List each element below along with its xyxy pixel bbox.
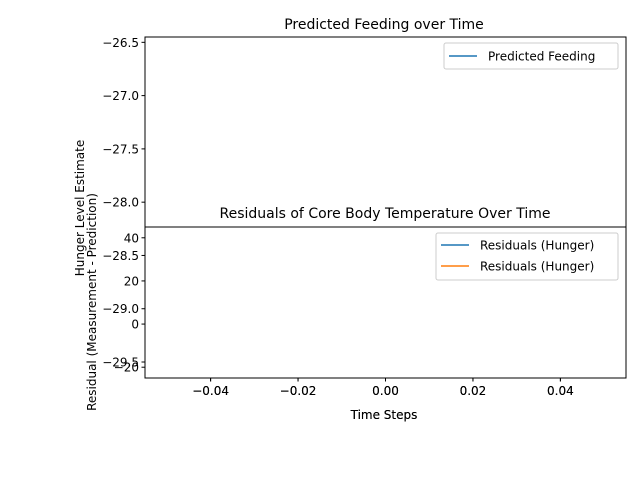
- xtick-label: 0.00: [372, 384, 399, 398]
- chart-feeding-legend: Predicted Feeding: [443, 42, 619, 70]
- chart-residuals-yticks: 40 20 0 −20: [114, 231, 145, 375]
- ytick-label: −28.5: [102, 249, 139, 263]
- ytick-label: −20: [114, 361, 139, 375]
- ytick-label: 0: [131, 318, 139, 332]
- ytick-label: −27.0: [102, 89, 139, 103]
- chart-feeding-ylabel: Hunger Level Estimate: [73, 140, 87, 276]
- ytick-label: 20: [124, 274, 139, 288]
- ytick-label: −29.0: [102, 302, 139, 316]
- ytick-label: −27.5: [102, 142, 139, 156]
- ytick-label: −26.5: [102, 36, 139, 50]
- xtick-label: −0.02: [280, 384, 317, 398]
- chart-residuals: Residuals of Core Body Temperature Over …: [85, 193, 627, 422]
- xtick-label: 0.04: [547, 384, 574, 398]
- ytick-label: −29.5: [102, 356, 139, 370]
- legend-label-residuals-1: Residuals (Hunger): [480, 239, 594, 253]
- chart-feeding: Predicted Feeding over Time −26.5−27.0−2…: [73, 17, 627, 422]
- xtick-label: −0.04: [192, 384, 229, 398]
- xtick-label: −0.02: [280, 384, 317, 398]
- chart-feeding-xlabel: Time Steps: [350, 408, 418, 422]
- chart-feeding-legend-box: [443, 42, 619, 70]
- ytick-label: −28.0: [102, 196, 139, 210]
- xtick-label: 0.02: [460, 384, 487, 398]
- chart-residuals-legend: Residuals (Hunger) Residuals (Hunger): [435, 232, 619, 281]
- chart-feeding-title: Predicted Feeding over Time: [284, 17, 484, 33]
- legend-label-residuals-2: Residuals (Hunger): [480, 260, 594, 274]
- chart-residuals-ylabel: Residual (Measurement - Prediction): [85, 193, 99, 411]
- legend-label-predicted-feeding: Predicted Feeding: [488, 50, 595, 64]
- xtick-label: −0.04: [192, 384, 229, 398]
- chart-residuals-legend-box: [435, 232, 619, 281]
- chart-residuals-title: Residuals of Core Body Temperature Over …: [220, 206, 551, 222]
- chart-residuals-xticks: −0.04 −0.02 0.00 0.02 0.04: [192, 378, 574, 398]
- chart-feeding-yticks: −26.5 −27.0 −27.5 −28.0 −28.5 −29.0 −29.5: [102, 36, 145, 370]
- xtick-label: 0.04: [547, 384, 574, 398]
- xtick-label: 0.00: [372, 384, 399, 398]
- chart-feeding-xticks: −0.04 −0.02 0.00 0.02 0.04: [192, 378, 574, 398]
- ytick-label: 40: [124, 231, 139, 245]
- chart-residuals-xlabel: Time Steps: [350, 408, 418, 422]
- xtick-label: 0.02: [460, 384, 487, 398]
